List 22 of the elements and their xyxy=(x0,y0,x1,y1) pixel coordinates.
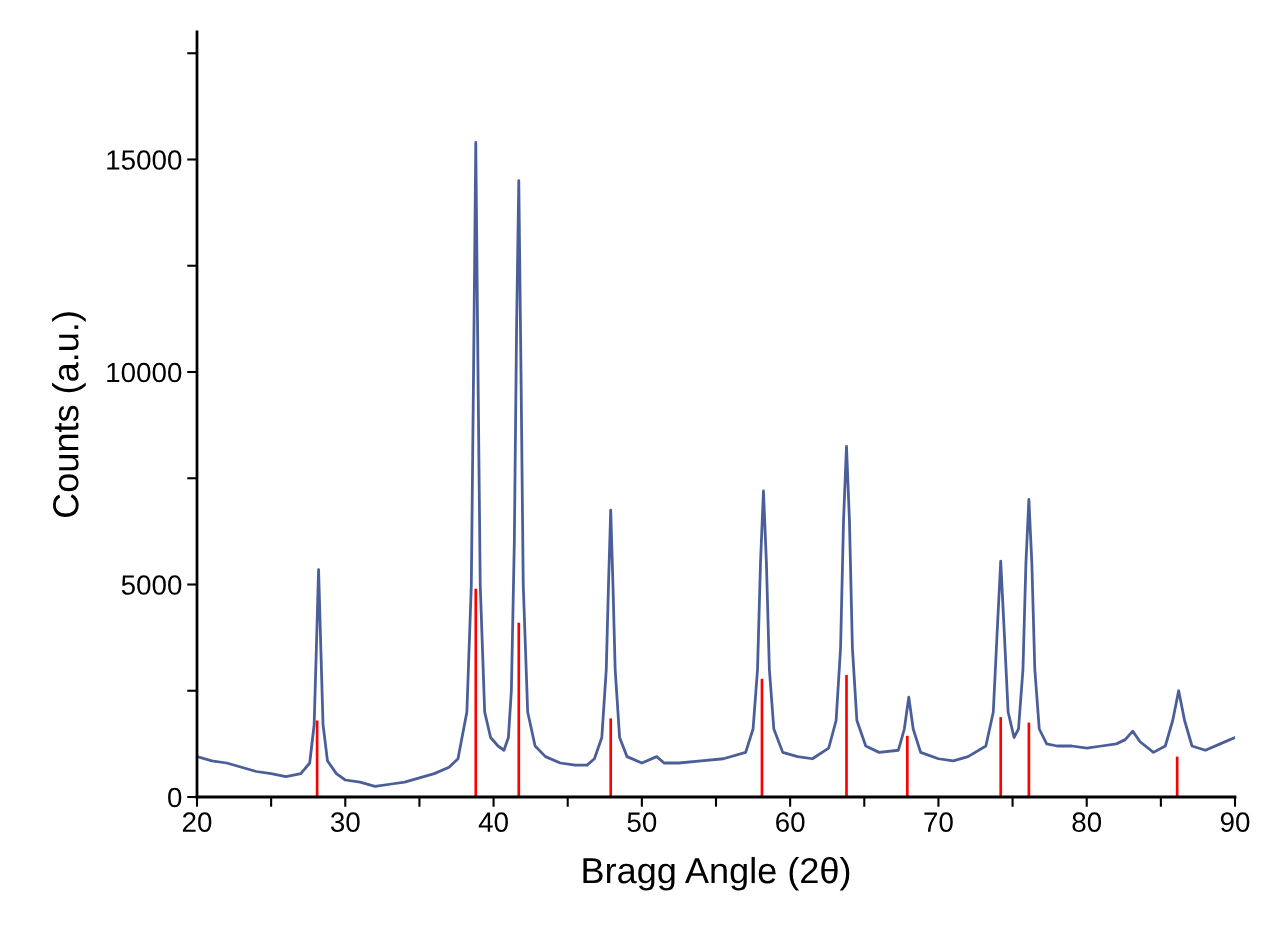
bar xyxy=(999,717,1003,797)
y-tick-label: 15000 xyxy=(107,150,182,170)
bar xyxy=(474,588,478,797)
x-tick-label: 20 xyxy=(182,812,212,832)
x-tick-label: 30 xyxy=(330,812,360,832)
x-tick-label: 70 xyxy=(924,812,953,832)
bar xyxy=(1175,756,1179,797)
bar xyxy=(609,718,613,797)
y-tick-label: 5000 xyxy=(121,575,182,595)
x-tick-label: 60 xyxy=(776,812,805,832)
x-tick-label: 50 xyxy=(627,812,657,832)
bar xyxy=(905,735,909,797)
y-tick-label: 10000 xyxy=(107,362,182,383)
y-axis-title: Counts (a.u.) xyxy=(52,312,86,518)
bar xyxy=(845,675,848,797)
x-tick-label: 90 xyxy=(1220,812,1250,832)
bar xyxy=(517,622,521,797)
line-series xyxy=(197,141,1235,788)
x-tick-label: 80 xyxy=(1072,812,1102,832)
x-tick-label: 40 xyxy=(478,812,508,832)
y-tick-label: 0 xyxy=(168,787,182,808)
x-axis-title: Bragg Angle (2θ) xyxy=(583,856,850,891)
